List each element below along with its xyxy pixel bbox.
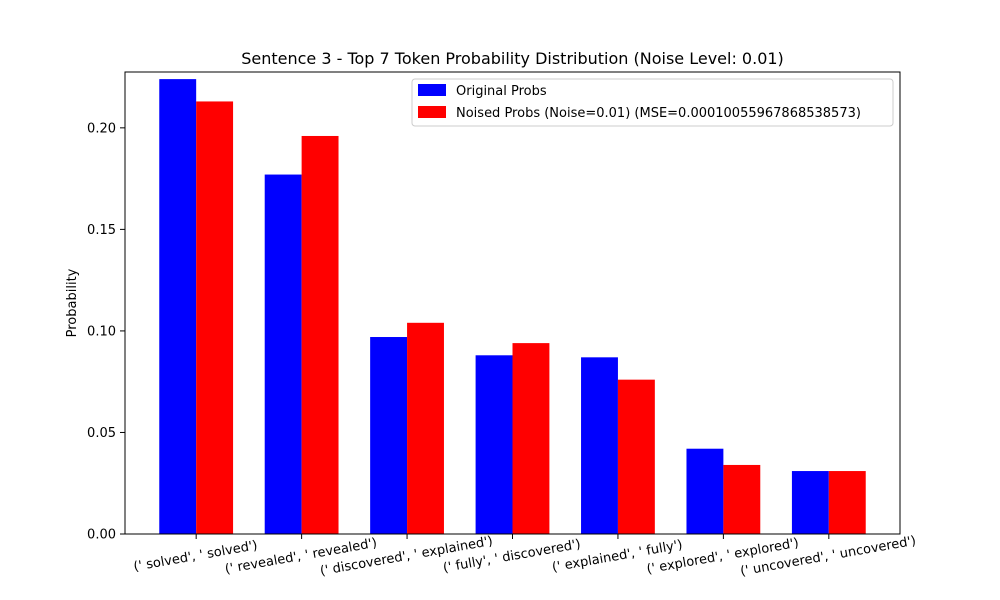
bars-layer (159, 79, 866, 535)
bar-noised-3 (512, 343, 550, 534)
bar-noised-2 (407, 322, 444, 534)
bar-original-6 (791, 471, 829, 534)
bar-original-2 (370, 337, 408, 534)
legend-label-original: Original Probs (456, 84, 547, 99)
bar-original-5 (686, 448, 724, 534)
y-axis-label: Probability (65, 268, 80, 337)
y-tick-label: 0.10 (87, 324, 116, 339)
bar-original-4 (581, 357, 618, 534)
bar-noised-1 (301, 135, 339, 534)
y-tick-label: 0.15 (87, 223, 116, 238)
bar-original-3 (475, 355, 513, 534)
y-tick-label: 0.05 (87, 426, 116, 441)
legend-swatch-original (418, 84, 446, 96)
legend-swatch-noised (418, 106, 446, 118)
bar-noised-4 (617, 379, 655, 534)
bar-noised-5 (723, 464, 761, 534)
legend-label-noised: Noised Probs (Noise=0.01) (MSE=0.0001005… (456, 106, 861, 121)
x-axis: (' solved', ' solved')(' revealed', ' re… (132, 534, 917, 580)
bar-noised-0 (196, 101, 234, 534)
bar-original-0 (159, 79, 197, 535)
chart-title: Sentence 3 - Top 7 Token Probability Dis… (241, 49, 784, 68)
bar-original-1 (264, 174, 302, 535)
y-tick-label: 0.20 (87, 121, 116, 136)
y-axis: 0.00 0.05 0.10 0.15 0.20 (87, 121, 125, 543)
legend-box (411, 78, 894, 127)
bar-noised-6 (828, 471, 866, 534)
plot-frame (124, 71, 901, 535)
y-tick-label: 0.00 (87, 528, 116, 543)
legend: Original Probs Noised Probs (Noise=0.01)… (411, 78, 894, 127)
